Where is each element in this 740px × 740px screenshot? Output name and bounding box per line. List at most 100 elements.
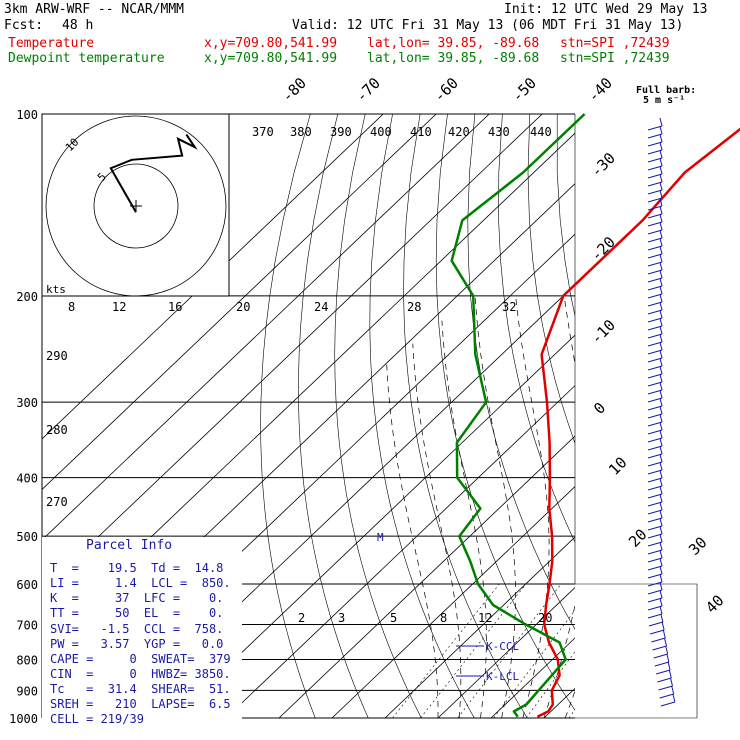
wind-barb-flag: [659, 421, 663, 431]
wind-barb-flag: [659, 573, 663, 583]
wind-barb-flag: [659, 165, 663, 175]
wind-barb-flag: [659, 149, 663, 159]
isotherm: [172, 334, 575, 718]
wind-barb-flag: [659, 189, 663, 199]
parcel-row: Tc = 31.4 SHEAR= 51.: [50, 682, 231, 696]
hodograph-rings: [45, 115, 227, 296]
wind-barb-flag: [659, 317, 663, 327]
moist-adiabat: [586, 296, 690, 718]
moist-adiabat: [412, 343, 462, 718]
sounding-traces: [450, 113, 740, 718]
wind-barb-flag: [667, 661, 671, 671]
wind-barb-flag: [659, 509, 663, 519]
isotherm-label: 30: [685, 533, 711, 559]
theta-e-label: 440: [530, 125, 552, 139]
dewpoint-latlon: lat,lon= 39.85, -89.68: [367, 51, 540, 66]
parcel-info-panel: Parcel Info T = 19.5 Td = 14.8 LI = 1.4 …: [42, 537, 242, 727]
barb-note-line1: Full barb:: [636, 85, 697, 96]
mixing-ratio-label: 20: [538, 611, 552, 625]
dry-adiabat: [467, 114, 575, 630]
parcel-row: CELL = 219/39: [50, 712, 144, 726]
ccl-annotation: K-CCL: [486, 640, 519, 653]
wind-barb: [652, 645, 667, 651]
dry-adiabat-label: 280: [46, 423, 68, 437]
dry-adiabat: [585, 114, 740, 731]
isotherm-label: -60: [430, 74, 462, 106]
wind-barb-flag: [659, 349, 663, 359]
wind-barb-flag: [659, 333, 663, 343]
wind-barb-flag: [659, 245, 663, 255]
dry-adiabat: [260, 114, 316, 718]
parcel-row: LI = 1.4 LCL = 850.: [50, 576, 231, 590]
pressure-label: 1000: [9, 712, 38, 726]
parcel-row: CAPE = 0 SWEAT= 379: [50, 652, 231, 666]
wind-barb-flag: [659, 173, 663, 183]
isotherm: [331, 486, 575, 718]
wind-barb-flag: [672, 693, 676, 703]
diagram-annotations: 370 380 390 400 410 420 430 440 290 280 270 8 12 16 20…: [46, 125, 552, 683]
moist-adiabat: [441, 320, 487, 718]
wind-barbs: [647, 117, 676, 707]
forecast-hours: 48 h: [62, 18, 94, 33]
wind-barb-flag: [665, 645, 669, 655]
theta-e-label: 400: [370, 125, 392, 139]
wind-barb-flag: [659, 325, 663, 335]
isotherm: [42, 114, 543, 591]
wind-barb-flag: [659, 605, 663, 615]
pressure-label: 100: [16, 108, 38, 122]
isotherm: [42, 114, 384, 440]
isotherm-label: 40: [702, 591, 728, 617]
wind-barb: [649, 629, 665, 635]
parcel-info-title: Parcel Info: [86, 538, 173, 553]
level-marker: M: [377, 531, 384, 544]
dewpoint-xy: x,y=709.80,541.99: [204, 51, 338, 66]
wind-barb-flag: [659, 181, 663, 191]
wind-barb-flag: [659, 589, 663, 599]
wind-barb-flag: [659, 461, 663, 471]
isotherm-label: -10: [587, 316, 619, 348]
wind-barb-flag: [659, 373, 663, 383]
temperature-latlon: lat,lon= 39.85, -89.68: [367, 36, 540, 51]
dry-adiabat: [527, 114, 575, 444]
parcel-row: TT = 50 EL = 0.: [50, 606, 224, 620]
isotherm: [225, 385, 575, 718]
dry-adiabat: [298, 114, 369, 718]
wind-barb-flag: [659, 389, 663, 399]
wind-barb-flag: [661, 621, 665, 631]
wind-barb-flag: [671, 685, 675, 695]
wind-barb: [657, 677, 672, 683]
pressure-label: 700: [16, 618, 38, 632]
wind-barb-flag: [670, 677, 673, 687]
mixing-ratio-label: 20: [236, 300, 250, 314]
wind-barb-flag: [668, 669, 672, 679]
hodograph-units: kts: [46, 283, 66, 296]
moist-adiabat: [515, 295, 550, 718]
wind-barb-flag: [659, 157, 663, 167]
isotherm-label: -50: [508, 74, 540, 106]
dewpoint-legend: Dewpoint temperature: [8, 51, 165, 66]
temperature-legend: Temperature: [8, 36, 95, 51]
wind-barb-flag: [659, 141, 663, 151]
pressure-label: 900: [16, 684, 38, 698]
isotherm: [42, 114, 437, 490]
wind-barb-flag: [659, 365, 663, 375]
isotherm-label: -30: [587, 149, 619, 181]
isotherm-label: -80: [278, 74, 310, 106]
mixing-ratio-label: 3: [338, 611, 345, 625]
wind-barb-flag: [659, 581, 663, 591]
theta-e-label: 380: [290, 125, 312, 139]
wind-barb-flag: [659, 405, 663, 415]
wind-barb-flag: [659, 517, 663, 527]
init-time: Init: 12 UTC Wed 29 May 13: [504, 2, 708, 17]
pressure-label: 400: [16, 472, 38, 486]
wind-barb-flag: [659, 133, 663, 143]
theta-e-label: 390: [330, 125, 352, 139]
wind-barb-flag: [659, 293, 663, 303]
wind-barb: [655, 669, 671, 675]
wind-barb-flag: [659, 565, 663, 575]
dry-adiabat: [403, 114, 528, 718]
wind-barb: [660, 701, 676, 707]
wind-barb-flag: [659, 213, 663, 223]
wind-barb-flag: [666, 653, 670, 663]
wind-barb: [647, 613, 663, 619]
